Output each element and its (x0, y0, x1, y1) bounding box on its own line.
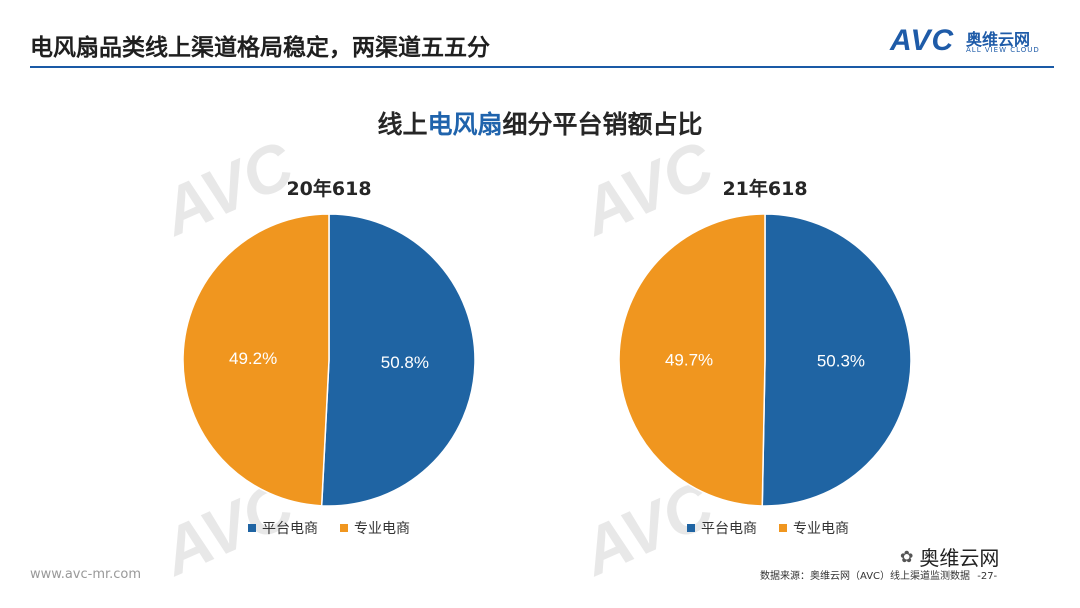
wechat-name: 奥维云网 (919, 546, 1000, 570)
legend-item: 平台电商 (687, 518, 757, 538)
pie-title-right: 21年618 (722, 178, 808, 200)
page-title: 电风扇品类线上渠道格局稳定，两渠道五五分 (30, 35, 490, 61)
legend-item: 专业电商 (340, 518, 410, 538)
legend-label: 平台电商 (701, 521, 757, 537)
logo-mark: AVC (890, 24, 955, 57)
legend-swatch-specialty (779, 524, 787, 532)
legend-swatch-specialty (340, 524, 348, 532)
pie-slice-platform (320, 213, 476, 507)
pie-slice-specialty (618, 213, 766, 507)
legend-label: 平台电商 (262, 521, 318, 537)
logo-en-text: ALL VIEW CLOUD (966, 46, 1040, 54)
logo-cn-text: 奥维云网 (966, 30, 1031, 49)
chart-title-suffix: 细分平台销额占比 (502, 110, 703, 139)
pie-data-label: 50.3% (817, 352, 865, 371)
page-number: -27- (977, 571, 998, 582)
pie-data-label: 49.7% (665, 350, 713, 369)
data-source-text: 数据来源：奥维云网（AVC）线上渠道监测数据 (760, 571, 971, 582)
wechat-icon: ✿ (900, 547, 914, 566)
legend-item: 专业电商 (779, 518, 849, 538)
legend-left: 平台电商 专业电商 (248, 518, 410, 538)
pie-chart-left: 50.8% 49.2% (182, 213, 476, 507)
chart-title: 线上电风扇细分平台销额占比 (0, 105, 1080, 141)
pie-title-left: 20年618 (286, 178, 372, 200)
legend-swatch-platform (248, 524, 256, 532)
data-source: 数据来源：奥维云网（AVC）线上渠道监测数据 -27- (760, 567, 997, 582)
legend-label: 专业电商 (793, 521, 849, 537)
chart-title-highlight: 电风扇 (427, 110, 503, 139)
chart-title-prefix: 线上 (377, 110, 428, 139)
footer-url: www.avc-mr.com (30, 567, 142, 582)
brand-logo: AVC 奥维云网 ALL VIEW CLOUD (890, 24, 1060, 60)
pie-chart-right: 50.3% 49.7% (618, 213, 912, 507)
legend-right: 平台电商 专业电商 (687, 518, 849, 538)
pie-data-label: 50.8% (381, 353, 429, 372)
pie-slice-platform (761, 213, 912, 507)
header-divider (30, 66, 1054, 68)
legend-swatch-platform (687, 524, 695, 532)
pie-slice-specialty (182, 213, 330, 507)
wechat-watermark: ✿ 奥维云网 (900, 542, 999, 571)
legend-item: 平台电商 (248, 518, 318, 538)
legend-label: 专业电商 (354, 521, 410, 537)
pie-data-label: 49.2% (229, 349, 277, 368)
